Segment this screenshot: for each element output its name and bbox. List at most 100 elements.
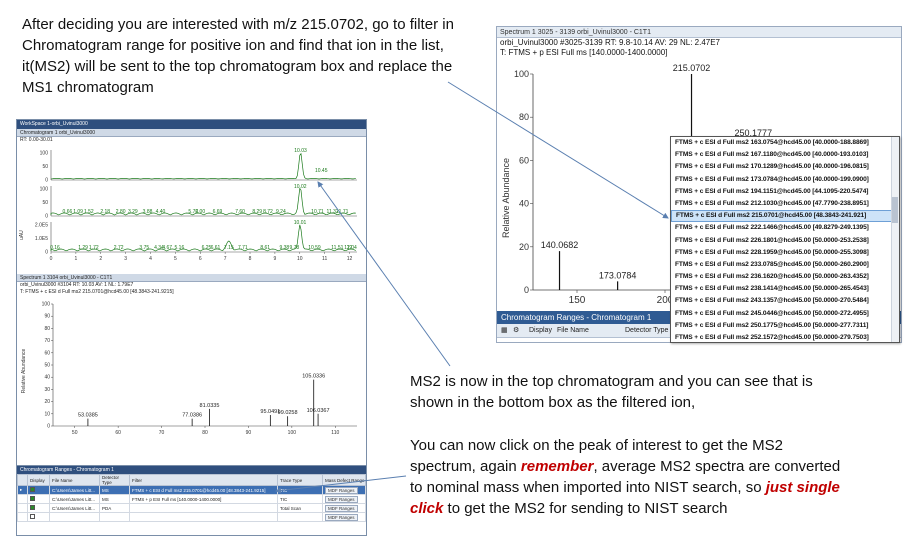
time-tick-label: 7 bbox=[224, 256, 227, 262]
filter-cell[interactable] bbox=[129, 503, 278, 513]
spec-y-tick: 40 bbox=[44, 375, 50, 381]
trace-type-cell[interactable] bbox=[277, 512, 323, 522]
col-file-name[interactable]: File Name bbox=[49, 474, 100, 486]
file-name-cell[interactable] bbox=[49, 512, 100, 522]
display-checkbox[interactable] bbox=[27, 512, 50, 522]
ms2-list-item[interactable]: FTMS + c ESI d Full ms2 170.1289@hcd45.0… bbox=[675, 163, 869, 171]
row-indicator[interactable]: ▸ bbox=[17, 485, 28, 495]
ms2-list-item[interactable]: FTMS + c ESI d Full ms2 173.0784@hcd45.0… bbox=[675, 175, 869, 183]
file-name-cell[interactable]: C:\Users\James Litt... bbox=[49, 503, 100, 513]
ranges-row[interactable]: ▸ C:\Users\James Litt... MS FTMS + c ESI d … bbox=[17, 485, 366, 495]
mdf-ranges-button[interactable]: MDF Ranges bbox=[322, 512, 366, 522]
ms2-filter-dropdown[interactable]: FTMS + c ESI d Full ms2 163.0754@hcd45.0… bbox=[670, 136, 900, 343]
ms2-list-item[interactable]: FTMS + c ESI d Full ms2 233.0785@hcd45.0… bbox=[675, 260, 869, 268]
col-detector-type-right[interactable]: Detector Type bbox=[625, 327, 669, 334]
col-filter[interactable]: Filter bbox=[129, 474, 278, 486]
col-file-name-right[interactable]: File Name bbox=[557, 327, 589, 334]
trace-type-cell[interactable]: Total Scan bbox=[277, 503, 323, 513]
ms2-list-item[interactable]: FTMS + c ESI d Full ms2 222.1466@hcd45.0… bbox=[675, 224, 869, 232]
mdf-ranges-button[interactable]: MDF Ranges bbox=[325, 486, 358, 494]
time-tick-label: 3 bbox=[124, 256, 127, 262]
detector-type-cell[interactable]: MS bbox=[99, 494, 130, 504]
row-indicator[interactable] bbox=[17, 512, 28, 522]
spec-x-tick: 100 bbox=[288, 430, 297, 436]
ms2-list-item[interactable]: FTMS + c ESI d Full ms2 243.1357@hcd45.0… bbox=[675, 297, 869, 305]
ms2-list-item[interactable]: FTMS + c ESI d Full ms2 163.0754@hcd45.0… bbox=[675, 139, 869, 146]
chrom-y-tick: 0 bbox=[45, 214, 48, 220]
filter-cell[interactable]: FTMS + c ESI d Full ms2 215.0701@hcd45.0… bbox=[129, 485, 278, 495]
spectrum-header-1: orbi_Uvinul3000 #3025-3139 RT: 9.8-10.14… bbox=[500, 38, 721, 47]
trace-type-cell[interactable]: TIC bbox=[277, 494, 323, 504]
ranges-row[interactable]: C:\Users\James Litt... PDA Total Scan MDF R… bbox=[17, 503, 366, 513]
filter-cell[interactable]: FTMS + p ESI Full ms [140.0000-1400.0000… bbox=[129, 494, 278, 504]
display-checkbox[interactable] bbox=[27, 494, 50, 504]
spectrum-tab[interactable]: Spectrum 1 3104 orbi_Uvinul3000 - C1T1 bbox=[17, 274, 366, 282]
file-name-cell[interactable]: C:\Users\James Litt... bbox=[49, 494, 100, 504]
trace-type-cell[interactable]: TIC bbox=[277, 485, 323, 495]
checkbox[interactable] bbox=[30, 487, 35, 492]
chrom-peak-label: 3.75 bbox=[139, 245, 149, 251]
detector-type-cell[interactable]: MS bbox=[99, 485, 130, 495]
ms2-list-item[interactable]: FTMS + c ESI d Full ms2 252.1572@hcd45.0… bbox=[675, 334, 869, 341]
mdf-ranges-button[interactable]: MDF Ranges bbox=[322, 485, 366, 495]
chrom-peak-label: 7.60 bbox=[235, 209, 245, 215]
ms2-list-item[interactable]: FTMS + c ESI d Full ms2 250.1775@hcd45.0… bbox=[675, 321, 869, 329]
mdf-ranges-button[interactable]: MDF Ranges bbox=[322, 503, 366, 513]
checkbox[interactable] bbox=[30, 505, 35, 510]
display-checkbox[interactable] bbox=[27, 503, 50, 513]
dropdown-scrollbar[interactable] bbox=[891, 137, 899, 342]
col-trace-type[interactable]: Trace Type bbox=[277, 474, 323, 486]
ms2-list-item[interactable]: FTMS + c ESI d Full ms2 167.1180@hcd45.0… bbox=[675, 151, 869, 159]
checkbox[interactable] bbox=[30, 514, 35, 519]
detector-type-cell[interactable]: PDA bbox=[99, 503, 130, 513]
filter-cell[interactable] bbox=[129, 512, 278, 522]
ms2-list-item[interactable]: FTMS + c ESI d Full ms2 226.1801@hcd45.0… bbox=[675, 236, 869, 244]
chrom-apex-label: 10.01 bbox=[294, 220, 307, 226]
chrom-peak-label: 6.25 bbox=[202, 245, 212, 251]
ms2-list-item[interactable]: FTMS + c ESI d Full ms2 194.1151@hcd45.0… bbox=[675, 187, 869, 195]
spec-peak-label: 106.0367 bbox=[307, 408, 330, 414]
ms2-list-item[interactable]: FTMS + c ESI d Full ms2 238.1414@hcd45.0… bbox=[675, 285, 869, 293]
mdf-ranges-button[interactable]: MDF Ranges bbox=[325, 513, 358, 521]
mdf-ranges-button[interactable]: MDF Ranges bbox=[325, 495, 358, 503]
instruction-bottom-text-3: to get the MS2 for sending to NIST searc… bbox=[443, 500, 728, 517]
ms2-list-item[interactable]: FTMS + c ESI d Full ms2 228.1959@hcd45.0… bbox=[675, 248, 869, 256]
col-mass-defect-range[interactable]: Mass Defect Range bbox=[322, 474, 366, 486]
row-indicator[interactable] bbox=[17, 494, 28, 504]
file-name-cell[interactable]: C:\Users\James Litt... bbox=[49, 485, 100, 495]
chrom-y-tick: 0 bbox=[45, 250, 48, 256]
time-tick-label: 11 bbox=[322, 256, 327, 262]
grid-icon[interactable]: ▦ bbox=[501, 327, 508, 334]
ms2-list-item[interactable]: FTMS + c ESI d Full ms2 236.1620@hcd45.0… bbox=[675, 273, 869, 281]
spec-y-tick: 90 bbox=[44, 314, 50, 320]
row-indicator[interactable] bbox=[17, 503, 28, 513]
col-display-right[interactable]: Display bbox=[529, 327, 552, 334]
settings-icon[interactable]: ⚙ bbox=[513, 327, 520, 334]
chrom-peak-label: 5.72 bbox=[188, 209, 198, 215]
chrom-y-tick: 50 bbox=[42, 200, 48, 206]
time-tick-label: 2 bbox=[99, 256, 102, 262]
display-checkbox[interactable] bbox=[27, 485, 50, 495]
ranges-row[interactable]: MDF Ranges bbox=[17, 512, 366, 522]
col-detector-type[interactable]: Detector Type bbox=[99, 474, 130, 486]
chromatogram-tab[interactable]: Chromatogram 1 orbi_Uvinul3000 bbox=[17, 129, 366, 137]
spec-x-tick: 70 bbox=[159, 430, 165, 436]
detector-type-cell[interactable] bbox=[99, 512, 130, 522]
ms2-list-item[interactable]: FTMS + c ESI d Full ms2 212.1030@hcd45.0… bbox=[675, 199, 869, 207]
ms2-list-item[interactable]: FTMS + c ESI d Full ms2 245.0446@hcd45.0… bbox=[675, 309, 869, 317]
chrom-peak-label: 6.61 bbox=[211, 245, 221, 251]
ranges-row[interactable]: C:\Users\James Litt... MS FTMS + p ESI Ful… bbox=[17, 494, 366, 504]
spec-y-tick: 50 bbox=[44, 363, 50, 369]
checkbox[interactable] bbox=[30, 496, 35, 501]
scrollbar-thumb[interactable] bbox=[892, 197, 898, 223]
spec-y-tick: 0 bbox=[47, 424, 50, 430]
spec-y-tick: 70 bbox=[44, 338, 50, 344]
chrom-peak-label: 11.71 bbox=[336, 209, 348, 215]
mdf-ranges-button[interactable]: MDF Ranges bbox=[322, 494, 366, 504]
col-display[interactable]: Display bbox=[27, 474, 50, 486]
rspec-y-tick: 100 bbox=[514, 69, 529, 79]
ms2-list-item-selected[interactable]: FTMS + c ESI d Full ms2 215.0701@hcd45.0… bbox=[671, 210, 899, 223]
mdf-ranges-button[interactable]: MDF Ranges bbox=[325, 504, 358, 512]
